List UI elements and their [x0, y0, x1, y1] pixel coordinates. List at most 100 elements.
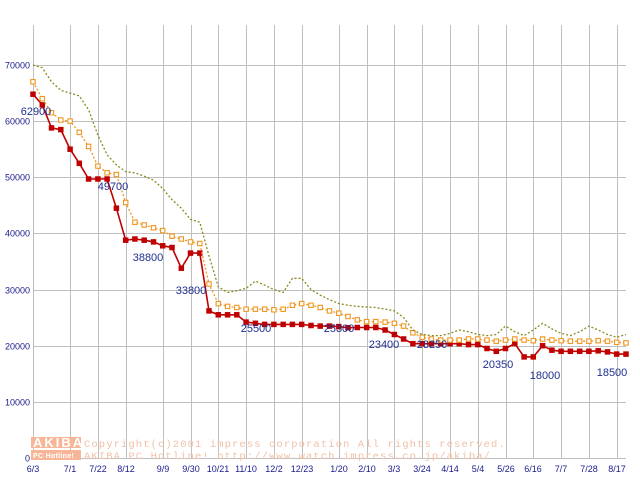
series-marker-lowest-price: [30, 91, 36, 97]
akiba-logo-top-text: AKIBA: [33, 435, 84, 450]
series-marker-average-price: [150, 225, 157, 231]
series-marker-lowest-price: [48, 125, 55, 131]
series-marker-lowest-price: [419, 340, 425, 347]
series-marker-average-price: [530, 337, 537, 344]
x-tick-label: 6/16: [524, 464, 542, 474]
series-marker-average-price: [169, 233, 175, 239]
series-marker-average-price: [604, 338, 611, 344]
series-marker-average-price: [271, 307, 277, 313]
series-marker-average-price: [132, 219, 138, 225]
data-point-label: 18000: [530, 370, 561, 382]
y-tick-label: 10000: [5, 398, 30, 408]
series-marker-lowest-price: [150, 239, 157, 245]
series-marker-average-price: [298, 300, 305, 307]
series-marker-average-price: [502, 337, 509, 343]
series-marker-lowest-price: [539, 342, 546, 349]
x-tick-label: 7/1: [64, 464, 77, 474]
series-marker-lowest-price: [623, 351, 629, 357]
series-marker-average-price: [197, 240, 203, 247]
series-marker-average-price: [252, 306, 259, 312]
data-point-label: 20350: [483, 359, 514, 371]
series-marker-lowest-price: [58, 126, 64, 133]
series-line-highest-price: [32, 64, 627, 338]
series-marker-average-price: [456, 337, 462, 343]
series-marker-lowest-price: [493, 348, 500, 355]
series-marker-average-price: [586, 338, 592, 344]
series-marker-lowest-price: [336, 323, 342, 330]
series-marker-lowest-price: [215, 312, 222, 318]
series-marker-lowest-price: [243, 319, 249, 325]
series-marker-lowest-price: [576, 348, 583, 355]
series-marker-average-price: [576, 338, 583, 344]
series-marker-average-price: [345, 313, 351, 320]
series-marker-lowest-price: [502, 345, 509, 352]
series-marker-lowest-price: [178, 265, 185, 271]
series-marker-lowest-price: [317, 323, 323, 329]
data-point-label: 25500: [241, 323, 272, 335]
series-marker-lowest-price: [104, 176, 110, 182]
series-marker-lowest-price: [289, 321, 296, 328]
series-marker-lowest-price: [567, 348, 574, 355]
series-marker-average-price: [113, 171, 120, 178]
x-tick-label: 6/3: [27, 464, 40, 474]
series-marker-average-price: [336, 310, 342, 316]
series-marker-average-price: [400, 323, 407, 329]
series-marker-lowest-price: [326, 323, 333, 329]
series-marker-lowest-price: [113, 205, 120, 211]
x-tick-label: 5/4: [472, 464, 485, 474]
series-marker-lowest-price: [363, 324, 370, 331]
akiba-logo-bottom-text: PC Hotline!: [33, 453, 74, 460]
series-marker-average-price: [58, 117, 64, 123]
series-marker-lowest-price: [298, 321, 305, 328]
series-marker-lowest-price: [132, 236, 138, 242]
x-tick-label: 2/10: [358, 464, 376, 474]
series-marker-average-price: [280, 306, 286, 312]
series-marker-lowest-price: [521, 354, 527, 360]
series-marker-average-price: [76, 129, 83, 136]
series-marker-average-price: [493, 338, 500, 344]
series-marker-average-price: [234, 304, 240, 311]
series-marker-average-price: [363, 318, 370, 325]
series-marker-average-price: [567, 338, 574, 344]
y-tick-label: 20000: [5, 342, 30, 352]
series-marker-average-price: [224, 303, 231, 310]
series-marker-lowest-price: [475, 341, 481, 348]
series-marker-lowest-price: [410, 340, 416, 347]
series-marker-lowest-price: [400, 336, 407, 342]
series-marker-average-price: [437, 337, 444, 343]
footer-copyright-line: Copyright(c)2001 impress corporation All…: [84, 439, 506, 451]
series-marker-average-price: [104, 170, 110, 176]
series-marker-lowest-price: [512, 340, 518, 347]
series-marker-lowest-price: [271, 321, 277, 328]
series-marker-average-price: [243, 306, 249, 312]
x-tick-label: 8/17: [608, 464, 626, 474]
x-tick-label: 10/21: [207, 464, 230, 474]
series-marker-average-price: [595, 337, 601, 344]
series-marker-average-price: [122, 199, 129, 206]
y-tick-label: 0: [25, 454, 30, 464]
series-marker-lowest-price: [67, 146, 73, 152]
series-marker-average-price: [558, 337, 564, 344]
x-tick-label: 12/23: [291, 464, 314, 474]
x-tick-label: 3/24: [413, 464, 431, 474]
series-marker-lowest-price: [373, 324, 379, 331]
series-marker-lowest-price: [382, 327, 388, 333]
y-tick-label: 40000: [5, 229, 30, 239]
series-marker-lowest-price: [76, 160, 83, 167]
series-marker-lowest-price: [484, 345, 490, 352]
series-marker-average-price: [484, 337, 490, 343]
series-marker-average-price: [521, 337, 527, 343]
y-tick-label: 50000: [5, 173, 30, 183]
series-marker-lowest-price: [224, 312, 231, 318]
series-marker-lowest-price: [280, 321, 286, 328]
series-marker-lowest-price: [558, 348, 564, 355]
series-marker-average-price: [159, 227, 166, 234]
series-marker-lowest-price: [141, 237, 147, 243]
x-tick-label: 1/20: [330, 464, 348, 474]
x-tick-label: 12/2: [265, 464, 283, 474]
series-marker-lowest-price: [549, 347, 555, 353]
y-tick-label: 70000: [5, 61, 30, 71]
series-marker-lowest-price: [85, 176, 92, 182]
data-point-label: 23400: [369, 339, 400, 351]
series-marker-lowest-price: [206, 308, 212, 314]
